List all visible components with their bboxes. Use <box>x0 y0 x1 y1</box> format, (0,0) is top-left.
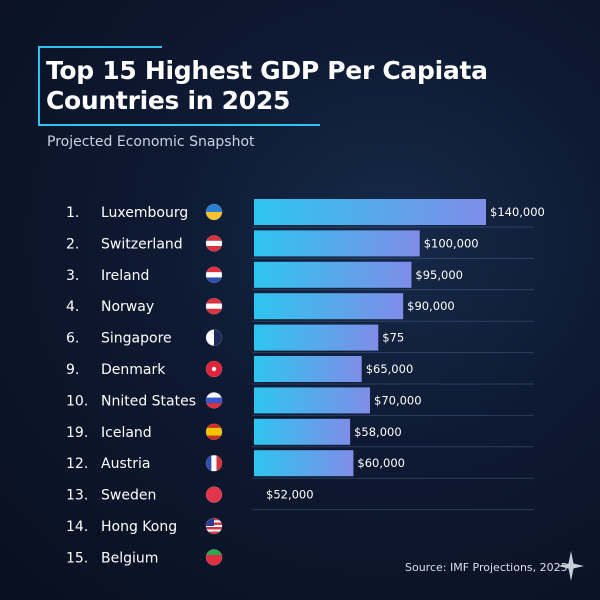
rank-label: 14. <box>66 519 88 535</box>
country-label: Belgium <box>101 550 158 566</box>
flag-red-white-icon-3 <box>205 297 223 315</box>
chart-row: 3. Ireland $95,000 <box>66 261 534 291</box>
country-label: Sweden <box>101 488 156 504</box>
bar <box>254 293 404 320</box>
sparkle-icon <box>558 551 584 581</box>
country-label: Luxembourg <box>101 205 188 221</box>
chart-row: 19. Iceland $58,000 <box>66 418 534 448</box>
bar <box>254 199 486 225</box>
bar <box>254 387 370 414</box>
value-label: $60,000 <box>357 456 405 470</box>
rank-label: 9. <box>66 362 79 378</box>
country-label: Switzerland <box>101 236 183 252</box>
chart-row: 4. Norway $90,000 <box>66 293 534 322</box>
chart-row: 15. Belgium <box>66 549 223 566</box>
bar <box>254 230 420 257</box>
country-label: Nnited States <box>101 393 196 409</box>
flag-red-white-icon-1 <box>205 235 223 252</box>
flag-blue-yellow-icon-0 <box>205 203 223 221</box>
value-label: $75 <box>382 331 404 345</box>
value-label: $52,000 <box>266 488 314 502</box>
rank-label: 19. <box>66 425 88 441</box>
flag-navy-white-icon-4 <box>205 329 223 346</box>
chart-row: 9. Denmark $65,000 <box>66 356 534 385</box>
bar <box>254 261 412 288</box>
country-label: Singapore <box>101 331 172 347</box>
chart-title-line-1: Top 15 Highest GDP Per Capiata <box>46 56 488 85</box>
flag-spain-icon-7 <box>205 423 223 441</box>
chart-row: 12. Austria $60,000 <box>66 450 534 479</box>
flag-red-star-icon-5 <box>205 360 223 378</box>
chart-subtitle: Projected Economic Snapshot <box>47 134 255 150</box>
rank-label: 2. <box>66 236 79 252</box>
value-label: $65,000 <box>366 362 414 376</box>
country-label: Iceland <box>101 425 152 441</box>
chart-row: 13. Sweden $52,000 <box>66 486 534 511</box>
chart-row: 1. Luxembourg $140,000 <box>66 199 545 228</box>
bar <box>254 356 362 382</box>
country-label: Denmark <box>101 362 166 378</box>
chart-title-line-2: Countries in 2025 <box>46 86 291 115</box>
value-label: $140,000 <box>490 205 545 219</box>
country-label: Norway <box>101 299 154 315</box>
flag-france-icon-8 <box>205 454 223 472</box>
flag-usa-icon-10 <box>205 517 223 535</box>
value-label: $58,000 <box>354 425 402 439</box>
bar <box>254 324 379 351</box>
bar <box>254 418 351 445</box>
title-frame-bottom <box>38 124 320 126</box>
chart-row: 10. Nnited States $70,000 <box>66 387 534 416</box>
title-frame-top <box>38 46 162 48</box>
rank-label: 6. <box>66 331 79 347</box>
country-label: Austria <box>101 456 150 472</box>
country-label: Ireland <box>101 268 149 284</box>
flag-russia-icon-6 <box>205 392 223 409</box>
rank-label: 15. <box>66 550 88 566</box>
rank-label: 12. <box>66 456 88 472</box>
chart-row: 2. Switzerland $100,000 <box>66 230 534 259</box>
flag-red-icon-9 <box>205 486 223 503</box>
rank-label: 3. <box>66 268 79 284</box>
chart-title: Top 15 Highest GDP Per Capiata Countries… <box>46 56 566 116</box>
value-label: $100,000 <box>424 236 479 250</box>
flag-green-red-icon-11 <box>205 549 223 566</box>
source-note: Source: IMF Projections, 2025 <box>405 561 568 574</box>
bar <box>254 450 354 477</box>
flag-tricolor-icon-2 <box>205 266 223 284</box>
value-label: $90,000 <box>407 299 455 313</box>
rank-label: 10. <box>66 393 88 409</box>
value-label: $70,000 <box>374 393 422 407</box>
rank-label: 4. <box>66 299 79 315</box>
rank-label: 1. <box>66 205 79 221</box>
chart-row: 14. Hong Kong <box>66 517 223 535</box>
title-frame-left <box>38 46 40 126</box>
chart-row: 6. Singapore $75 <box>66 324 534 354</box>
rank-label: 13. <box>66 488 88 504</box>
country-label: Hong Kong <box>101 519 177 535</box>
value-label: $95,000 <box>415 268 463 282</box>
